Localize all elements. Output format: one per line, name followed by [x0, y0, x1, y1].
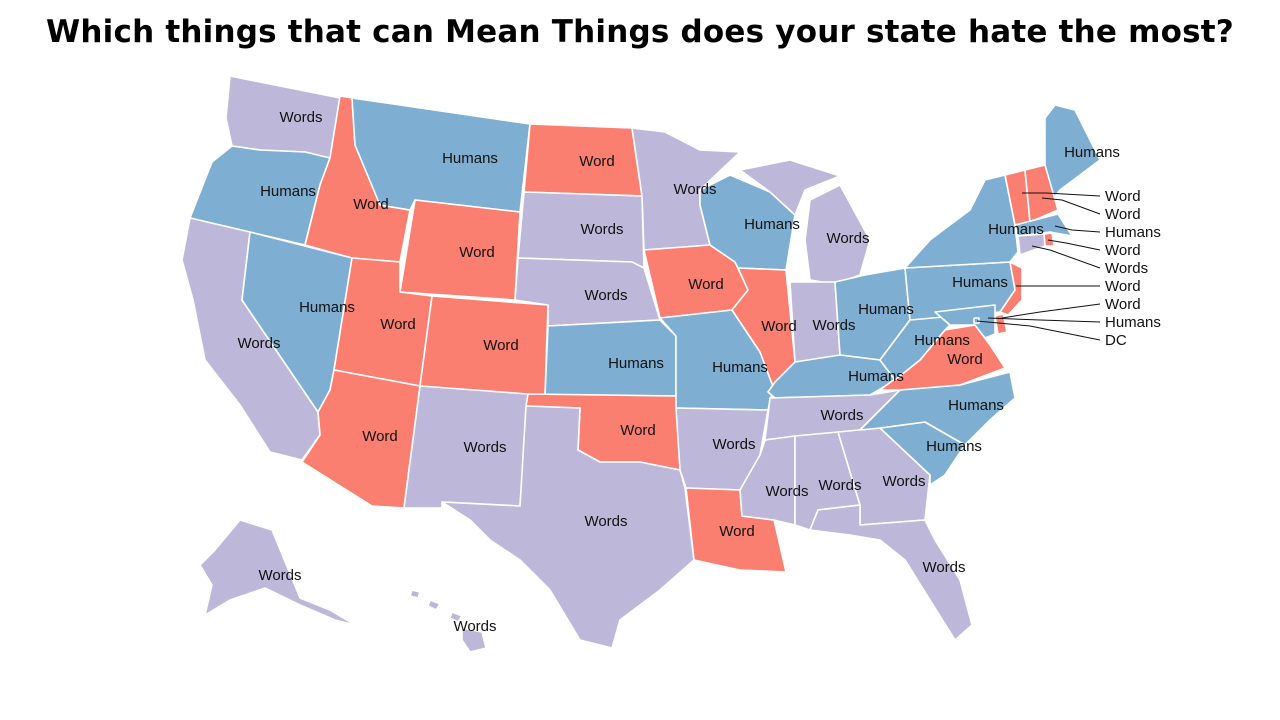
- callout-ri: Word: [1105, 242, 1141, 259]
- leader-vt: [1022, 192, 1101, 197]
- label-ks: Humans: [608, 355, 664, 372]
- label-tx: Words: [584, 513, 627, 530]
- state-fl[interactable]: [809, 504, 973, 641]
- label-al: Words: [818, 477, 861, 494]
- label-mn: Words: [673, 181, 716, 198]
- state-ct[interactable]: [1017, 233, 1046, 256]
- leader-de: [1001, 303, 1101, 319]
- callout-nj: Word: [1105, 278, 1141, 295]
- label-az: Word: [362, 428, 398, 445]
- label-nc: Humans: [948, 397, 1004, 414]
- leader-ma: [1054, 225, 1101, 233]
- label-wv: Humans: [914, 332, 970, 349]
- label-la: Word: [719, 523, 755, 540]
- callout-vt: Word: [1105, 188, 1141, 205]
- label-id: Word: [353, 196, 389, 213]
- label-pa: Humans: [952, 274, 1008, 291]
- callout-ma: Humans: [1105, 224, 1161, 241]
- state-ak[interactable]: [199, 519, 356, 626]
- state-hi[interactable]: [409, 589, 487, 653]
- label-ms: Words: [765, 483, 808, 500]
- label-ok: Word: [620, 422, 656, 439]
- label-ny: Humans: [988, 221, 1044, 238]
- state-mt[interactable]: [351, 97, 531, 213]
- label-sc: Humans: [926, 438, 982, 455]
- state-dc[interactable]: [973, 317, 980, 324]
- state-ma[interactable]: [1014, 213, 1073, 237]
- label-mi: Words: [826, 230, 869, 247]
- label-ca: Words: [237, 335, 280, 352]
- label-wa: Words: [279, 109, 322, 126]
- label-wy: Word: [459, 244, 495, 261]
- label-in: Words: [812, 317, 855, 334]
- label-nv: Humans: [299, 299, 355, 316]
- map-title: Which things that can Mean Things does y…: [46, 14, 1234, 50]
- label-oh: Humans: [858, 301, 914, 318]
- label-ne: Words: [584, 287, 627, 304]
- label-nm: Words: [463, 439, 506, 456]
- label-ga: Words: [882, 473, 925, 490]
- label-or: Humans: [260, 183, 316, 200]
- callout-de: Word: [1105, 296, 1141, 313]
- label-il: Word: [761, 318, 797, 335]
- callout-ct: Words: [1105, 260, 1148, 277]
- callout-nh: Word: [1105, 206, 1141, 223]
- label-mo: Humans: [712, 359, 768, 376]
- label-nd: Word: [579, 153, 615, 170]
- label-mt: Humans: [442, 150, 498, 167]
- leader-nh: [1041, 197, 1101, 215]
- label-hi: Words: [453, 618, 496, 635]
- label-sd: Words: [580, 221, 623, 238]
- label-va: Word: [947, 351, 983, 368]
- state-tx[interactable]: [441, 405, 695, 649]
- label-ak: Words: [258, 567, 301, 584]
- state-nj[interactable]: [999, 261, 1023, 316]
- label-me: Humans: [1064, 144, 1120, 161]
- leader-md: [987, 317, 1101, 323]
- label-fl: Words: [922, 559, 965, 576]
- callout-md: Humans: [1105, 314, 1161, 331]
- label-ky: Humans: [848, 368, 904, 385]
- state-il[interactable]: [731, 267, 796, 393]
- label-ia: Word: [688, 276, 724, 293]
- callout-dc: DC: [1105, 332, 1127, 349]
- label-ar: Words: [712, 436, 755, 453]
- label-ut: Word: [380, 316, 416, 333]
- leader-ct: [1031, 245, 1101, 269]
- label-wi: Humans: [744, 216, 800, 233]
- label-co: Word: [483, 337, 519, 354]
- leader-ri: [1047, 239, 1101, 251]
- state-md[interactable]: [934, 304, 996, 339]
- label-tn: Words: [820, 407, 863, 424]
- leader-dc: [976, 320, 1101, 341]
